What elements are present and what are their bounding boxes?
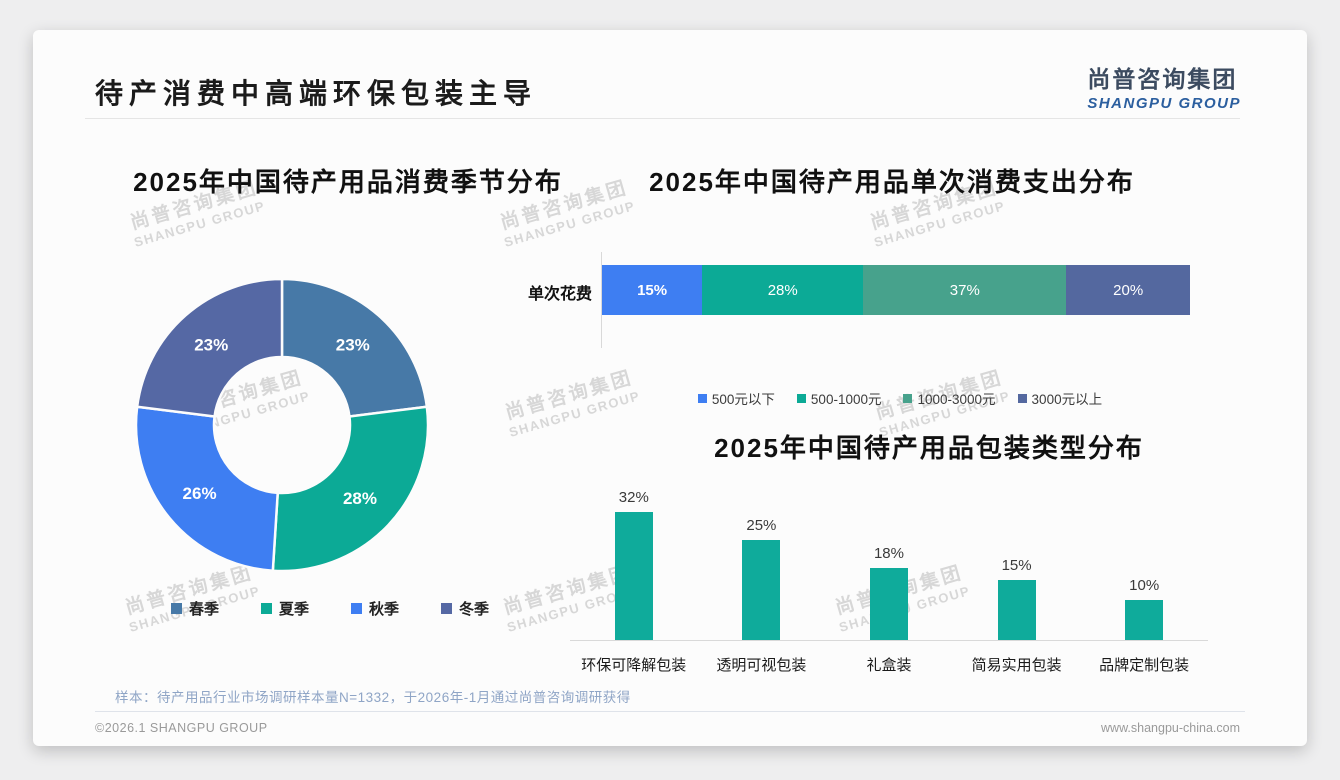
bar-group-礼盒装: 18% [825,482,953,640]
footer-website: www.shangpu-china.com [1101,721,1240,735]
legend-item-500-1000元: 500-1000元 [796,388,882,408]
donut-slice-春季 [280,277,429,418]
legend-item-春季: 春季 [170,598,219,619]
column-chart-title: 2025年中国待产用品包装类型分布 [714,433,1144,463]
segment-value: 37% [949,281,980,299]
legend-label: 500元以下 [711,392,775,407]
legend-label: 500-1000元 [810,392,882,407]
legend-label: 夏季 [278,601,309,618]
legend-marker [441,603,453,614]
donut-slice-value: 28% [343,489,377,508]
legend-label: 冬季 [459,601,490,618]
donut-chart-title: 2025年中国待产用品消费季节分布 [133,167,563,197]
logo-english-name: SHANGPU GROUP [1087,95,1241,112]
legend-item-1000-3000元: 1000-3000元 [903,388,996,408]
season-donut-chart: 23% 28% 26% 23% [129,272,435,578]
bar-value-label: 15% [1001,557,1032,574]
bar-rect [869,568,908,640]
donut-slice-秋季 [134,405,279,572]
legend-item-秋季: 秋季 [351,598,399,619]
bar-value-label: 32% [618,489,649,506]
company-logo: 尚普咨询集团 SHANGPU GROUP [1087,60,1241,112]
title-divider [85,118,1240,119]
column-axis-line [570,640,1208,641]
bar-rect [614,512,653,640]
stacked-segment-500-1000元: 28% [702,265,864,315]
segment-value: 15% [637,281,668,299]
legend-item-500元以下: 500元以下 [697,388,775,408]
stacked-segment-1000-3000元: 37% [863,265,1067,315]
bar-rect [1125,600,1164,640]
slide-card: 尚普咨询集团 SHANGPU GROUP 尚普咨询集团 SHANGPU GROUP 尚普… [33,30,1307,746]
legend-item-冬季: 冬季 [441,598,489,619]
bar-category-label: 环保可降解包装 [581,657,687,674]
stacked-segment-500元以下: 15% [602,265,703,315]
donut-slice-冬季 [135,277,284,418]
legend-marker [903,393,913,403]
logo-chinese-name: 尚普咨询集团 [1087,66,1238,92]
legend-marker [351,603,362,614]
donut-slice-value: 23% [194,336,228,355]
stacked-row-label: 单次花费 [527,286,592,303]
legend-marker [260,603,272,614]
sample-note: 样本：待产用品行业市场调研样本量N=1332，于2026年-1月通过尚普咨询调研… [115,690,631,705]
legend-label: 秋季 [369,601,400,618]
page-title: 待产消费中高端环保包装主导 [95,78,538,109]
legend-label: 春季 [188,601,219,618]
donut-slice-value: 23% [336,336,370,355]
footer-copyright: ©2026.1 SHANGPU GROUP [95,721,268,735]
legend-item-3000元以上: 3000元以上 [1017,388,1103,408]
bar-group-环保可降解包装: 32% [570,482,698,640]
bar-group-透明可视包装: 25% [698,482,826,640]
legend-item-夏季: 夏季 [260,598,309,619]
packaging-bars: 32% 25% 18% 15% 10% [570,482,1208,640]
stacked-segment-3000元以上: 20% [1066,265,1190,315]
bar-category-label: 简易实用包装 [971,657,1062,674]
bar-category-label: 礼盒装 [866,657,912,674]
legend-marker [796,393,806,403]
segment-value: 28% [767,281,798,299]
donut-legend: 春季 夏季 秋季 冬季 [100,598,560,619]
legend-label: 1000-3000元 [917,392,996,407]
stacked-axis-line [601,252,602,348]
bar-category-label: 透明可视包装 [716,657,807,674]
stacked-legend: 500元以下 500-1000元 1000-3000元 3000元以上 [570,388,1230,408]
packaging-categories: 环保可降解包装 透明可视包装 礼盒装 简易实用包装 品牌定制包装 [570,654,1208,675]
bar-value-label: 10% [1129,577,1160,594]
donut-slice-夏季 [271,405,430,573]
bar-group-品牌定制包装: 10% [1080,482,1208,640]
legend-label: 3000元以上 [1031,392,1103,407]
donut-slice-value: 26% [183,484,217,503]
bar-value-label: 18% [873,545,904,562]
legend-marker [1017,393,1027,403]
stacked-chart-title: 2025年中国待产用品单次消费支出分布 [649,167,1135,197]
bar-rect [997,580,1036,640]
segment-value: 20% [1113,281,1144,299]
bar-value-label: 25% [746,517,777,534]
bar-group-简易实用包装: 15% [953,482,1081,640]
bar-category-label: 品牌定制包装 [1099,657,1190,674]
footer-divider [95,711,1245,712]
legend-marker [170,603,182,614]
bar-rect [742,540,781,640]
spend-stacked-bar: 15% 28% 37% 20% [602,265,1190,315]
donut-svg: 23% 28% 26% 23% [134,277,430,573]
legend-marker [697,393,707,403]
